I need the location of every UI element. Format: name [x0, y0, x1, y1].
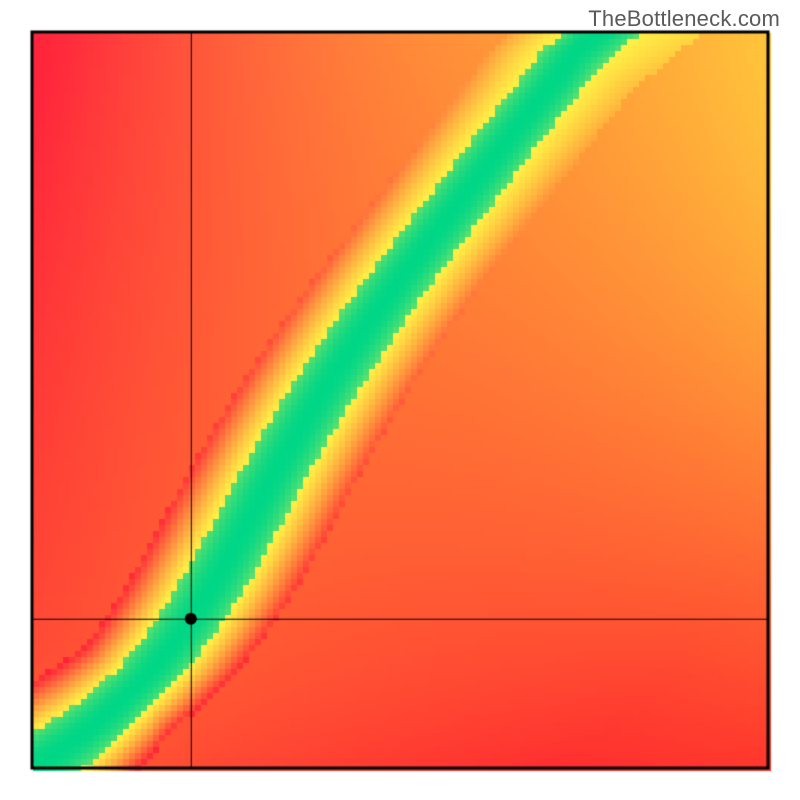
chart-container: TheBottleneck.com: [0, 0, 800, 800]
heatmap-canvas: [0, 0, 800, 800]
